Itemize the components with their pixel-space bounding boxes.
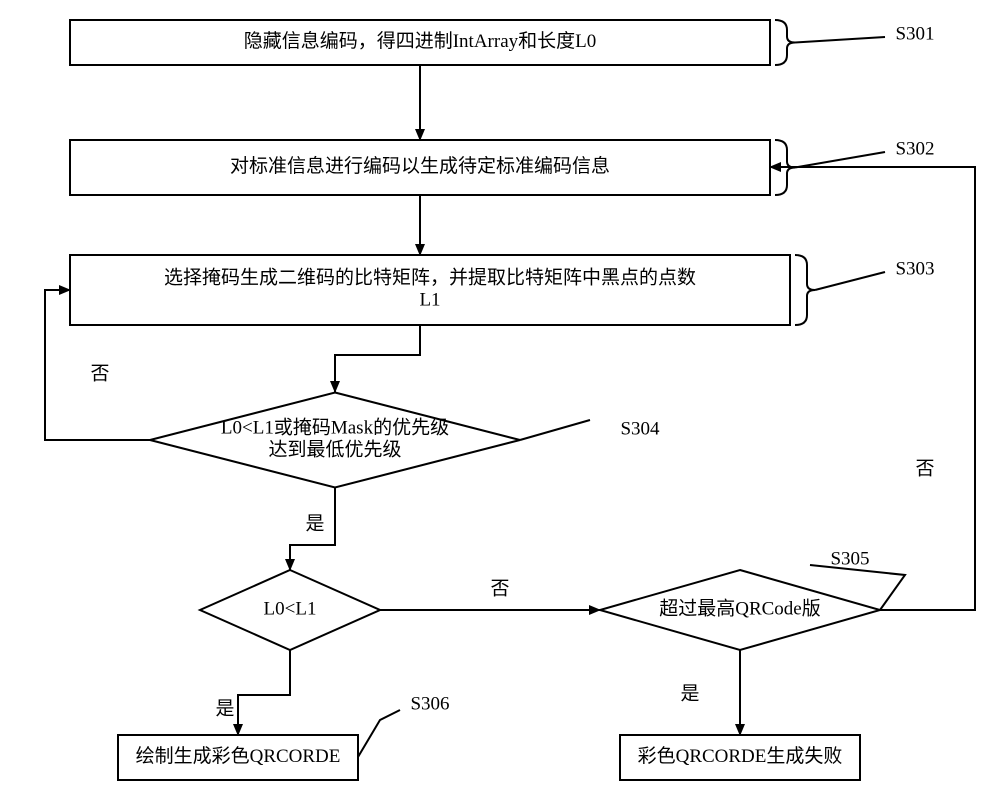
node-text-s302: 对标准信息进行编码以生成待定标准编码信息 (230, 155, 610, 177)
label-pointer-s304 (520, 420, 590, 440)
edge-5 (238, 650, 290, 735)
node-text-s304: L0<L1或掩码Mask的优先级 (221, 416, 449, 438)
node-text-d2: L0<L1 (264, 598, 317, 619)
step-label-s304: S304 (620, 418, 660, 439)
node-text-s301: 隐藏信息编码，得四进制IntArray和长度L0 (244, 30, 597, 52)
edge-label-4: 是 (305, 513, 324, 534)
node-text-s306: 绘制生成彩色QRCORDE (136, 745, 341, 767)
step-label-s301: S301 (895, 23, 934, 44)
edge-label-3: 否 (90, 363, 109, 384)
label-line-s301 (795, 37, 885, 43)
edge-2 (335, 325, 420, 392)
step-label-s306: S306 (410, 693, 449, 714)
step-label-s303: S303 (895, 258, 934, 279)
label-line-s302 (795, 152, 885, 168)
edge-label-6: 否 (490, 578, 509, 599)
edge-label-7: 是 (680, 683, 699, 704)
node-text-s304: 达到最低优先级 (268, 438, 401, 460)
step-label-s305: S305 (830, 548, 869, 569)
node-text-s303: L1 (419, 289, 440, 310)
edge-label-5: 是 (215, 698, 234, 719)
bracket-s303 (795, 255, 815, 325)
node-text-s303: 选择掩码生成二维码的比特矩阵，并提取比特矩阵中黑点的点数 (164, 266, 696, 288)
label-pointer-s306 (358, 710, 400, 757)
step-label-s302: S302 (895, 138, 934, 159)
edge-label-8: 否 (915, 458, 934, 479)
label-line-s303 (815, 272, 885, 290)
node-text-fail: 彩色QRCORDE生成失败 (638, 745, 843, 767)
bracket-s301 (775, 20, 795, 65)
edge-8 (770, 167, 975, 610)
node-text-s305: 超过最高QRCode版 (659, 597, 821, 619)
